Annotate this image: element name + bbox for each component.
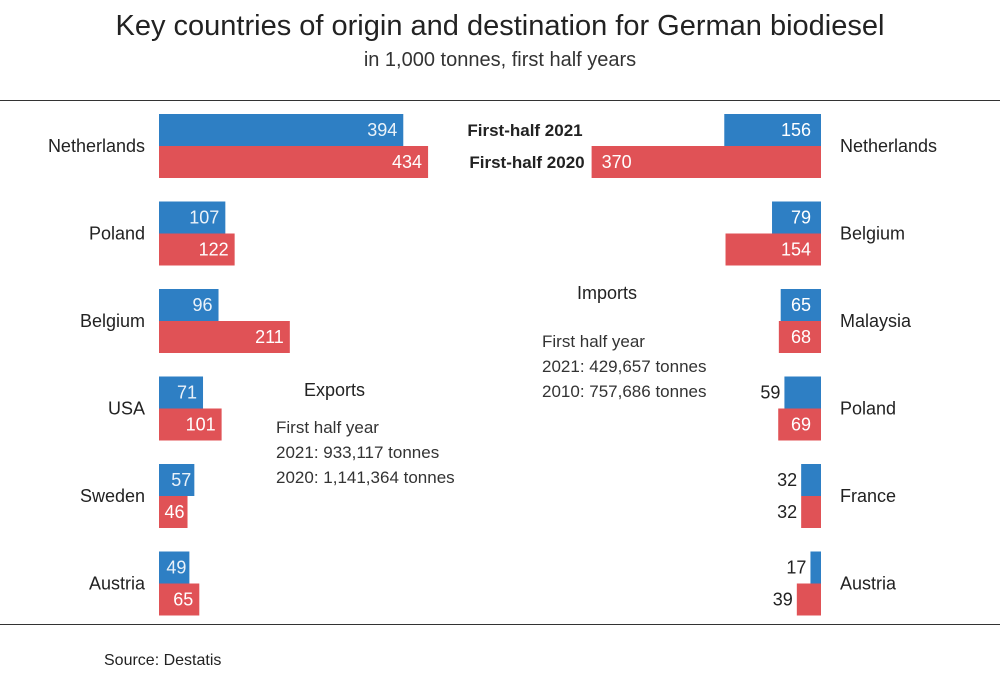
export-value-label: 101 — [186, 415, 216, 435]
export-bar-2021 — [159, 464, 195, 496]
import-category-label: Poland — [840, 399, 896, 419]
imports-heading: Imports — [577, 283, 637, 303]
legend-label-2021: First-half 2021 — [467, 121, 582, 140]
export-value-label: 49 — [166, 558, 186, 578]
export-bar-2021 — [159, 551, 190, 584]
import-category-label: Malaysia — [840, 311, 912, 331]
import-bar-2021 — [780, 289, 821, 321]
imports-chart: Netherlands 156 370 Belgium 79 154 Malaysia 65 6… — [591, 114, 937, 616]
imports-note-line: 2021: 429,657 tonnes — [542, 357, 706, 376]
import-bar-2021 — [784, 376, 821, 409]
export-value-label: 434 — [392, 152, 422, 172]
import-value-label: 39 — [773, 590, 793, 610]
source-note: Source: Destatis — [104, 652, 222, 669]
export-bar-2020 — [159, 233, 235, 266]
export-bar-2020 — [159, 408, 222, 441]
import-bar-2020 — [725, 233, 821, 266]
import-value-label: 154 — [781, 240, 811, 260]
chart-title: Key countries of origin and destination … — [115, 10, 885, 42]
import-value-label: 32 — [777, 470, 797, 490]
import-bar-2021 — [772, 201, 821, 234]
import-bar-2020 — [778, 408, 821, 441]
export-value-label: 96 — [192, 295, 212, 315]
import-value-label: 156 — [781, 120, 811, 140]
export-bar-2020 — [159, 496, 188, 528]
import-value-label: 370 — [602, 152, 632, 172]
import-value-label: 69 — [791, 415, 811, 435]
export-bar-2021 — [159, 114, 404, 146]
export-category-label: USA — [108, 399, 145, 419]
export-value-label: 46 — [164, 502, 184, 522]
export-value-label: 107 — [189, 208, 219, 228]
legend: First-half 2021 First-half 2020 — [467, 121, 584, 172]
export-bar-2020 — [159, 146, 429, 178]
import-bar-2021 — [810, 551, 821, 584]
exports-note-line: First half year — [276, 418, 379, 437]
export-category-label: Sweden — [80, 486, 145, 506]
import-value-label: 65 — [791, 295, 811, 315]
import-value-label: 59 — [760, 383, 780, 403]
export-value-label: 211 — [255, 327, 284, 347]
import-category-label: Austria — [840, 574, 897, 594]
import-value-label: 32 — [777, 502, 797, 522]
bottom-rule — [0, 624, 1000, 625]
exports-heading: Exports — [304, 380, 365, 400]
top-rule — [0, 100, 1000, 101]
exports-note-line: 2020: 1,141,364 tonnes — [276, 468, 455, 487]
import-category-label: France — [840, 486, 896, 506]
export-category-label: Belgium — [80, 311, 145, 331]
export-category-label: Austria — [89, 574, 146, 594]
import-bar-2020 — [796, 583, 821, 616]
export-value-label: 122 — [199, 240, 229, 260]
export-bar-2021 — [159, 201, 226, 234]
import-category-label: Belgium — [840, 224, 905, 244]
import-bar-2020 — [801, 496, 821, 528]
legend-label-2020: First-half 2020 — [469, 153, 584, 172]
import-bar-2021 — [801, 464, 821, 496]
import-bar-2021 — [724, 114, 821, 146]
import-value-label: 79 — [791, 208, 811, 228]
export-category-label: Netherlands — [48, 136, 145, 156]
export-bar-2020 — [159, 583, 200, 616]
import-bar-2020 — [778, 321, 821, 353]
export-value-label: 57 — [171, 470, 191, 490]
imports-note-line: 2010: 757,686 tonnes — [542, 382, 706, 401]
imports-note-line: First half year — [542, 332, 645, 351]
export-bar-2020 — [159, 321, 290, 353]
import-value-label: 17 — [786, 558, 806, 578]
exports-note-line: 2021: 933,117 tonnes — [276, 443, 439, 462]
exports-chart: Netherlands 394 434 Poland 107 122 Belgium 96 21… — [48, 114, 429, 616]
export-bar-2021 — [159, 289, 219, 321]
export-value-label: 65 — [173, 590, 193, 610]
export-value-label: 71 — [177, 383, 197, 403]
export-category-label: Poland — [89, 224, 145, 244]
export-value-label: 394 — [367, 120, 397, 140]
chart-subtitle: in 1,000 tonnes, first half years — [363, 49, 637, 71]
import-category-label: Netherlands — [840, 136, 937, 156]
summary-notes: Exports First half year 2021: 933,117 tonn… — [276, 283, 706, 487]
export-bar-2021 — [159, 376, 204, 409]
import-value-label: 68 — [791, 327, 811, 347]
import-bar-2020 — [591, 146, 821, 178]
